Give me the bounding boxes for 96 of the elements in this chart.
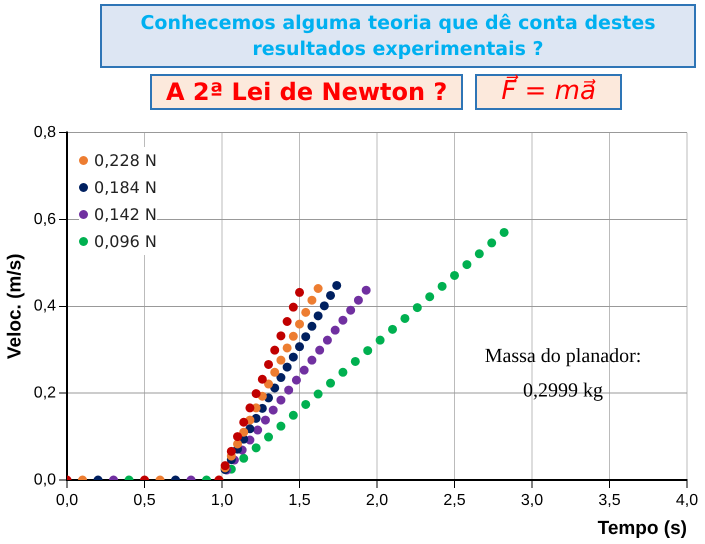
point	[487, 238, 496, 248]
point	[292, 376, 301, 385]
point	[314, 311, 323, 320]
point	[500, 228, 509, 237]
point	[300, 366, 309, 375]
point	[295, 288, 304, 297]
point	[276, 356, 286, 365]
point	[233, 432, 242, 442]
point	[330, 326, 340, 335]
x-tick-label: 2,0	[366, 492, 388, 510]
point	[264, 432, 274, 442]
point	[245, 403, 254, 412]
annotation: 0,2999 kg	[523, 380, 604, 402]
point	[239, 454, 248, 463]
y-tick-label: 0,0	[34, 471, 56, 488]
point	[338, 316, 348, 325]
point	[301, 400, 310, 409]
y-tick-label: 0,6	[34, 210, 56, 228]
x-tick-label: 2,5	[443, 492, 466, 510]
point	[307, 356, 316, 365]
point	[260, 416, 270, 425]
point	[354, 296, 363, 305]
y-tick-label: 0,8	[34, 124, 56, 142]
legend-label: 0,184 N	[94, 176, 157, 199]
point	[264, 380, 274, 389]
point	[320, 301, 329, 310]
point	[376, 336, 385, 345]
point	[314, 284, 323, 293]
point	[307, 296, 316, 305]
legend-label: 0,096 N	[94, 230, 157, 253]
point	[438, 282, 447, 291]
point	[288, 352, 298, 362]
point	[474, 249, 484, 258]
point	[288, 332, 298, 341]
point	[270, 383, 280, 392]
point	[252, 389, 261, 398]
point	[315, 346, 324, 355]
point	[338, 368, 348, 377]
point	[295, 342, 304, 352]
chart-title: Conhecemos alguma teoria que dê conta destes resultados experimentais ?	[100, 4, 696, 68]
point	[462, 260, 472, 270]
point	[332, 280, 342, 290]
point	[258, 374, 267, 384]
point	[288, 302, 298, 312]
point	[264, 360, 274, 369]
point	[362, 286, 371, 295]
x-tick-label: 3,5	[598, 492, 621, 510]
point	[388, 324, 398, 334]
point	[314, 390, 323, 399]
point	[270, 346, 280, 355]
point	[326, 290, 336, 300]
point	[322, 336, 332, 345]
point	[252, 443, 261, 452]
point	[307, 322, 316, 331]
point	[276, 422, 286, 431]
point	[284, 386, 294, 395]
point	[282, 317, 292, 326]
point	[276, 396, 286, 405]
y-axis-title: Veloc. (m/s)	[4, 253, 26, 360]
point	[301, 332, 310, 342]
point	[282, 343, 292, 352]
legend-label: 0,142 N	[94, 204, 157, 226]
point	[400, 314, 410, 323]
point	[363, 346, 372, 356]
x-tick-label: 4,0	[676, 492, 698, 510]
x-tick-label: 0,0	[56, 492, 78, 510]
y-tick-label: 0,2	[34, 384, 56, 402]
point	[326, 378, 336, 388]
point	[288, 410, 298, 420]
point	[346, 306, 356, 315]
annotation: Massa do planador:	[484, 344, 642, 367]
point	[268, 406, 278, 415]
point	[276, 373, 286, 382]
text: F⃗ = ma⃗	[475, 74, 622, 110]
point	[295, 320, 304, 329]
point	[233, 439, 242, 448]
point	[450, 270, 460, 280]
x-tick-label: 3,0	[520, 492, 544, 510]
y-tick-label: 0,4	[34, 298, 56, 315]
x-tick-label: 1,5	[288, 492, 311, 510]
chart-subtitle: A 2ª Lei de Newton ?	[150, 74, 464, 110]
point	[239, 428, 248, 437]
point	[350, 356, 360, 366]
legend-label: 0,228 N	[94, 150, 157, 172]
point	[253, 426, 262, 435]
point	[301, 308, 310, 317]
point	[270, 368, 280, 377]
point	[425, 292, 434, 302]
point	[239, 418, 248, 427]
point	[226, 446, 236, 456]
x-tick-label: 1,0	[210, 492, 234, 510]
point	[282, 362, 292, 372]
point	[276, 331, 286, 340]
x-axis-title: Tempo (s)	[598, 518, 687, 539]
point	[412, 303, 422, 312]
x-tick-label: 0,5	[133, 492, 156, 510]
